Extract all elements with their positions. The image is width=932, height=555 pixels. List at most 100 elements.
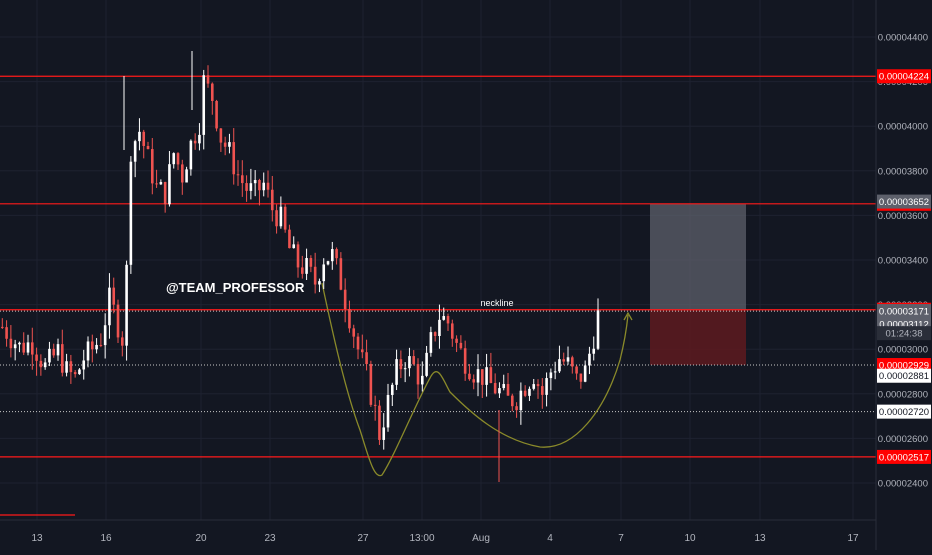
candle-body [159,182,163,185]
candle-body [468,373,471,380]
candle-body [65,361,68,373]
candle-body [481,369,484,385]
price-badge-label: 0.00002881 [879,371,929,382]
cup-and-handle-curve[interactable] [321,282,629,477]
candle-body [22,342,26,353]
candle-body [198,134,201,144]
candle-body [596,310,600,349]
candle-body [382,427,386,440]
pattern-curve [321,282,633,477]
candle-body [31,342,34,355]
price-badge [877,449,931,464]
candle-body [502,384,506,389]
candle-body [528,388,531,396]
candle-body [446,316,450,324]
price-badge-label: 0.00002929 [879,361,929,372]
candle-body [249,183,253,191]
candle-body [498,388,501,394]
candle-body [283,206,287,230]
candle-body [18,342,21,345]
candle-body [545,378,548,395]
stop-loss-zone[interactable] [650,309,746,366]
candle-body [575,366,578,374]
candle-body [125,264,128,346]
candle-body [172,153,176,165]
candle-body [266,182,270,190]
candle-body [129,161,133,265]
time-axis[interactable]: 13 16 20 23 27 13:00 Aug 4 7 10 13 17 [31,533,859,544]
profit-target-zone[interactable] [650,203,746,310]
candle-body [121,337,124,346]
candle-body [369,364,373,405]
candle-body [326,261,330,265]
candle-body [343,289,347,309]
candle-body [416,364,420,385]
candle-body [48,348,51,363]
candle-body [185,169,188,183]
candle-body [571,357,574,367]
candle-body [241,175,244,184]
candle-body [519,390,523,411]
candle-body [361,349,364,353]
time-tick-label: 20 [195,533,207,544]
candle-body [318,281,321,285]
candle-body [99,344,103,346]
price-axis[interactable]: 0.000044000.000042000.000040000.00003800… [877,33,931,490]
candle-body [511,395,514,407]
candle-body [193,140,197,144]
candle-body [26,342,30,353]
price-tick-label: 0.00004400 [878,33,928,44]
candle-body [301,267,304,274]
time-tick-label: 27 [357,533,369,544]
candles [1,51,600,482]
candle-body [373,404,377,406]
candle-body [429,332,433,353]
price-tick-label: 0.00002600 [878,434,928,445]
candle-body [523,390,527,396]
candle-body [579,373,583,382]
time-tick-label: 10 [684,533,696,544]
candle-body [211,83,214,101]
candle-body [339,258,343,290]
candle-body [288,229,291,249]
price-badge [877,326,931,341]
candle-body [91,341,94,350]
candle-body [176,153,180,165]
time-tick-label: 16 [100,533,112,544]
price-tick-label: 0.00004000 [878,122,928,133]
time-tick-label: Aug [472,533,490,544]
time-tick-label: 13 [31,533,43,544]
price-badge-label: 0.00003652 [879,197,929,208]
candle-body [133,141,137,162]
price-badge-label: 0.00002517 [879,452,929,463]
candle-body [258,179,261,191]
candle-body [206,75,210,84]
candle-body [592,348,596,354]
candle-body [236,174,240,176]
price-badge-label: 0.00003112 [879,320,929,331]
candle-body [86,341,90,361]
candle-body [485,367,488,385]
candle-body [442,316,446,320]
candle-body [455,338,458,343]
candle-body [309,258,313,267]
price-badge-label: 01:24:38 [886,329,923,340]
candle-body [228,142,231,147]
candle-body [151,149,154,184]
candle-body [493,383,497,394]
price-badge [877,69,931,84]
candle-body [202,75,206,135]
price-badge [877,304,931,319]
candle-body [476,369,480,383]
candle-body [438,319,441,336]
candle-body [61,344,64,373]
candle-body [532,384,536,389]
candle-body [181,164,184,183]
price-tick-label: 0.00002800 [878,389,928,400]
price-badge-label: 0.00002720 [879,407,929,418]
candle-body [13,344,17,349]
candle-body [95,344,98,350]
neckline-label: neckline [480,298,513,308]
